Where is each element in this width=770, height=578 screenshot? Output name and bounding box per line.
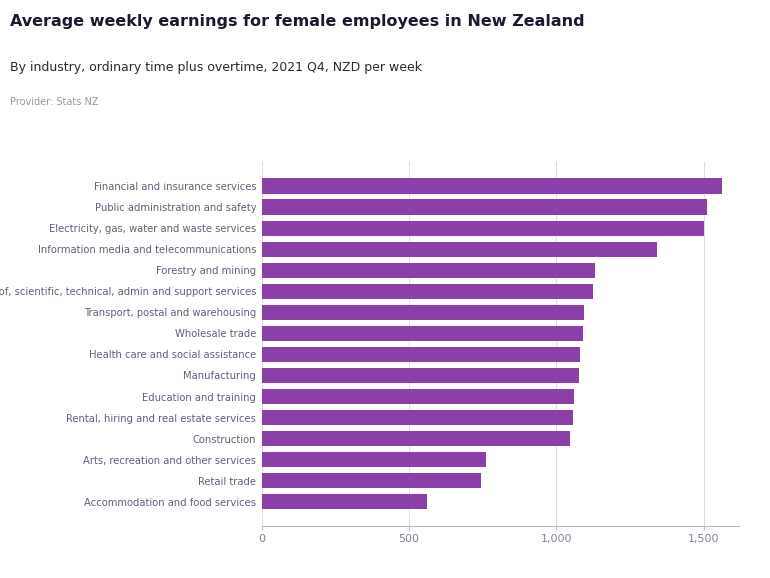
Bar <box>262 347 580 362</box>
Bar <box>262 431 570 446</box>
Bar <box>262 242 657 257</box>
Bar <box>262 389 574 404</box>
Bar <box>262 452 486 467</box>
Bar <box>262 262 594 278</box>
Bar <box>262 410 573 425</box>
Bar <box>262 368 578 383</box>
Text: figure.nz: figure.nz <box>645 27 729 43</box>
Bar <box>262 221 704 236</box>
Bar <box>262 326 583 341</box>
Bar <box>262 305 584 320</box>
Bar <box>262 179 721 194</box>
Bar <box>262 284 594 299</box>
Text: Average weekly earnings for female employees in New Zealand: Average weekly earnings for female emplo… <box>10 14 584 29</box>
Text: By industry, ordinary time plus overtime, 2021 Q4, NZD per week: By industry, ordinary time plus overtime… <box>10 61 422 73</box>
Bar <box>262 473 481 488</box>
Text: Provider: Stats NZ: Provider: Stats NZ <box>10 97 99 106</box>
Bar <box>262 199 707 214</box>
Bar <box>262 494 427 509</box>
